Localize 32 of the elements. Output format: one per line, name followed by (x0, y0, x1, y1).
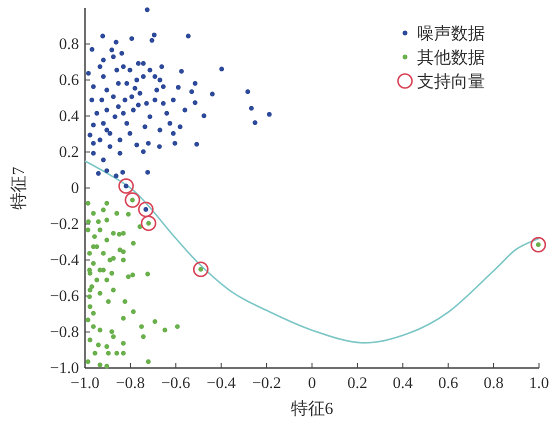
x-tick-label: 0.6 (438, 375, 458, 392)
x-tick-label: −1.0 (70, 375, 100, 392)
x-tick-label: 0.2 (347, 375, 368, 392)
y-tick-label: −0.2 (50, 216, 79, 233)
y-tick-label: 0.2 (59, 144, 79, 161)
y-tick-label: 0 (71, 180, 79, 197)
x-tick-label: 0.4 (392, 375, 413, 392)
x-tick-label: 1.0 (529, 375, 549, 392)
point (124, 192, 140, 208)
y-tick-label: 0.8 (59, 36, 79, 53)
x-tick-label: −0.8 (116, 375, 145, 392)
point (138, 202, 154, 218)
x-tick-label: 0.8 (484, 375, 504, 392)
x-tick-label: −0.2 (252, 375, 282, 392)
y-tick-label: −0.4 (50, 252, 79, 269)
y-tick-label: −0.8 (50, 324, 79, 341)
y-tick-label: 0.6 (59, 72, 79, 89)
legend-label: 支持向量 (417, 72, 485, 91)
y-axis-title: 特征7 (9, 166, 28, 210)
point (530, 236, 546, 252)
x-tick-label: −0.6 (161, 375, 190, 392)
point (140, 215, 156, 232)
y-tick-label: −1.0 (50, 360, 79, 377)
x-axis-title: 特征6 (290, 399, 334, 418)
legend-label: 噪声数据 (417, 24, 485, 43)
y-tick-label: −0.6 (50, 288, 79, 305)
y-tick-label: 0.4 (59, 108, 79, 125)
point (192, 262, 209, 278)
x-tick-label: −0.4 (206, 375, 236, 392)
x-tick-label: 0 (308, 375, 316, 392)
point (118, 178, 134, 194)
legend-label: 其他数据 (417, 48, 485, 67)
